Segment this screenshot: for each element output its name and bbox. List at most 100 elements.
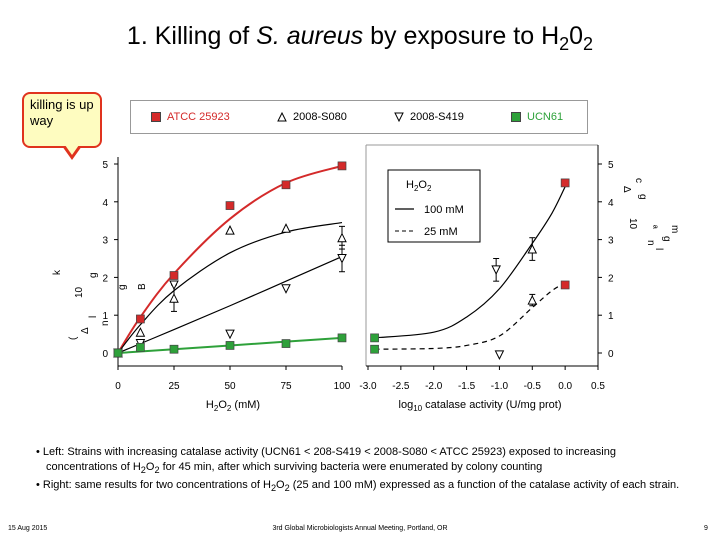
data-point-25-mm — [527, 294, 538, 305]
svg-text:k: k — [52, 269, 63, 275]
triangle-down-icon — [394, 112, 404, 122]
right-chart: 0 1 2 3 4 5 -3.0 -2.5 -2.0 -1.5 -1.0 -0.5 0.0 0.5 log… — [359, 144, 680, 413]
inner-legend-box — [387, 169, 481, 243]
left-y-tick-label: 4 — [102, 198, 108, 209]
legend-item-atcc: ATCC 25923 — [151, 111, 230, 123]
svg-text:n: n — [645, 240, 656, 246]
svg-text:c: c — [633, 178, 644, 183]
data-point-ucn61 — [136, 342, 145, 352]
bullet-right: • Right: same results for two concentrat… — [36, 479, 680, 494]
left-y-tick-label: 3 — [102, 236, 108, 247]
legend-item-s419: 2008-S419 — [394, 111, 464, 123]
svg-text:m: m — [669, 225, 680, 233]
svg-text:10: 10 — [627, 218, 638, 230]
svg-text:Δ: Δ — [621, 186, 632, 193]
svg-text:Δ: Δ — [80, 327, 91, 334]
fit-curve-atcc-25923 — [117, 164, 343, 354]
data-point-25-mm — [370, 344, 379, 354]
left-x-tick-label: 75 — [280, 381, 292, 392]
caption-bullets: • Left: Strains with increasing catalase… — [36, 445, 686, 496]
data-point-atcc-25923 — [136, 314, 145, 324]
data-point-2008-s080 — [225, 225, 235, 235]
svg-text:B: B — [137, 283, 148, 290]
left-y-tick-label: 5 — [102, 160, 108, 171]
footer-date: 15 Aug 2015 — [8, 525, 48, 532]
inner-legend-title: H2O2 — [406, 179, 432, 193]
right-y-axis-label: m g ª 10 n g Δ c l — [621, 178, 680, 250]
svg-text:g: g — [117, 284, 128, 290]
svg-text:ª: ª — [647, 225, 658, 229]
right-y-tick-label: 3 — [608, 236, 614, 247]
data-point-100-mm — [527, 243, 538, 254]
bullet-left: • Left: Strains with increasing catalase… — [36, 446, 616, 476]
inner-legend: H2O2 100 mM 25 mM — [387, 169, 481, 243]
data-point-2008-s080 — [169, 293, 179, 303]
right-x-tick-label: 0.0 — [558, 381, 572, 392]
svg-text:n: n — [100, 320, 111, 326]
data-point-2008-s080 — [135, 327, 146, 337]
legend-item-s080: 2008-S080 — [277, 111, 347, 123]
data-point-ucn61 — [281, 339, 291, 348]
right-y-tick-label: 5 — [608, 160, 614, 171]
data-point-ucn61 — [113, 348, 123, 358]
right-x-tick-label: -3.0 — [359, 381, 377, 392]
data-point-2008-s080 — [281, 223, 291, 233]
legend-label-s419: 2008-S419 — [410, 111, 464, 123]
callout-tail-inner — [65, 145, 79, 155]
right-x-tick-label: -1.0 — [491, 381, 509, 392]
triangle-up-icon — [277, 112, 287, 122]
data-point-25-mm — [494, 350, 505, 361]
right-x-tick-label: -1.5 — [458, 381, 476, 392]
data-point-100-mm — [560, 178, 570, 188]
svg-text:g: g — [637, 194, 648, 200]
right-y-tick-label: 1 — [608, 311, 614, 322]
inner-legend-label-100: 100 mM — [424, 204, 464, 216]
right-y-tick-label: 2 — [608, 273, 614, 284]
right-x-tick-label: 0.5 — [591, 381, 605, 392]
data-point-atcc-25923 — [225, 201, 235, 210]
slide-title: 1. Killing of S. aureus by exposure to H… — [126, 22, 594, 54]
legend-label-atcc: ATCC 25923 — [167, 111, 230, 123]
data-point-25-mm — [560, 280, 570, 290]
data-point-ucn61 — [169, 344, 179, 354]
right-y-tick-label: 4 — [608, 198, 614, 209]
left-x-tick-label: 50 — [224, 381, 236, 392]
red-square-icon — [151, 112, 161, 122]
data-point-atcc-25923 — [337, 161, 347, 171]
left-y-tick-label: 0 — [102, 349, 108, 360]
left-x-tick-label: 0 — [115, 381, 121, 392]
callout-note: killing is up way — [22, 92, 102, 148]
svg-text:l: l — [88, 316, 99, 318]
right-x-tick-label: -2.5 — [392, 381, 410, 392]
footer-page-number: 9 — [704, 525, 708, 532]
svg-text:10: 10 — [74, 286, 85, 298]
legend-label-ucn61: UCN61 — [527, 111, 564, 123]
data-point-100-mm — [491, 265, 501, 275]
data-point-2008-s419 — [225, 329, 235, 340]
right-y-tick-label: 0 — [608, 349, 614, 360]
left-x-axis-label: H2O2 (mM) — [206, 399, 260, 413]
fit-curve-25-mm — [374, 282, 566, 350]
data-point-ucn61 — [225, 341, 235, 350]
right-x-axis-label: log10 catalase activity (U/mg prot) — [399, 399, 562, 413]
fit-curve-100-mm — [374, 186, 566, 339]
legend-label-s080: 2008-S080 — [293, 111, 347, 123]
data-point-2008-s419 — [337, 254, 347, 264]
right-x-tick-label: -0.5 — [524, 381, 542, 392]
fit-curve-2008-s419 — [117, 256, 343, 354]
left-y-tick-label: 1 — [102, 311, 108, 322]
footer-meeting: 3rd Global Microbiologists Annual Meetin… — [272, 525, 448, 532]
left-x-tick-label: 100 — [334, 381, 351, 392]
data-point-ucn61 — [337, 333, 347, 343]
data-point-atcc-25923 — [169, 271, 179, 280]
svg-text:l: l — [653, 248, 664, 250]
data-point-2008-s419 — [169, 280, 179, 291]
legend-item-ucn61: UCN61 — [511, 111, 563, 123]
chart-legend: ATCC 25923 2008-S080 2008-S419 UCN61 — [130, 100, 588, 134]
svg-text:(: ( — [68, 336, 79, 340]
data-point-100-mm — [370, 333, 379, 343]
inner-legend-label-25: 25 mM — [424, 226, 458, 238]
data-point-2008-s419 — [281, 284, 291, 294]
